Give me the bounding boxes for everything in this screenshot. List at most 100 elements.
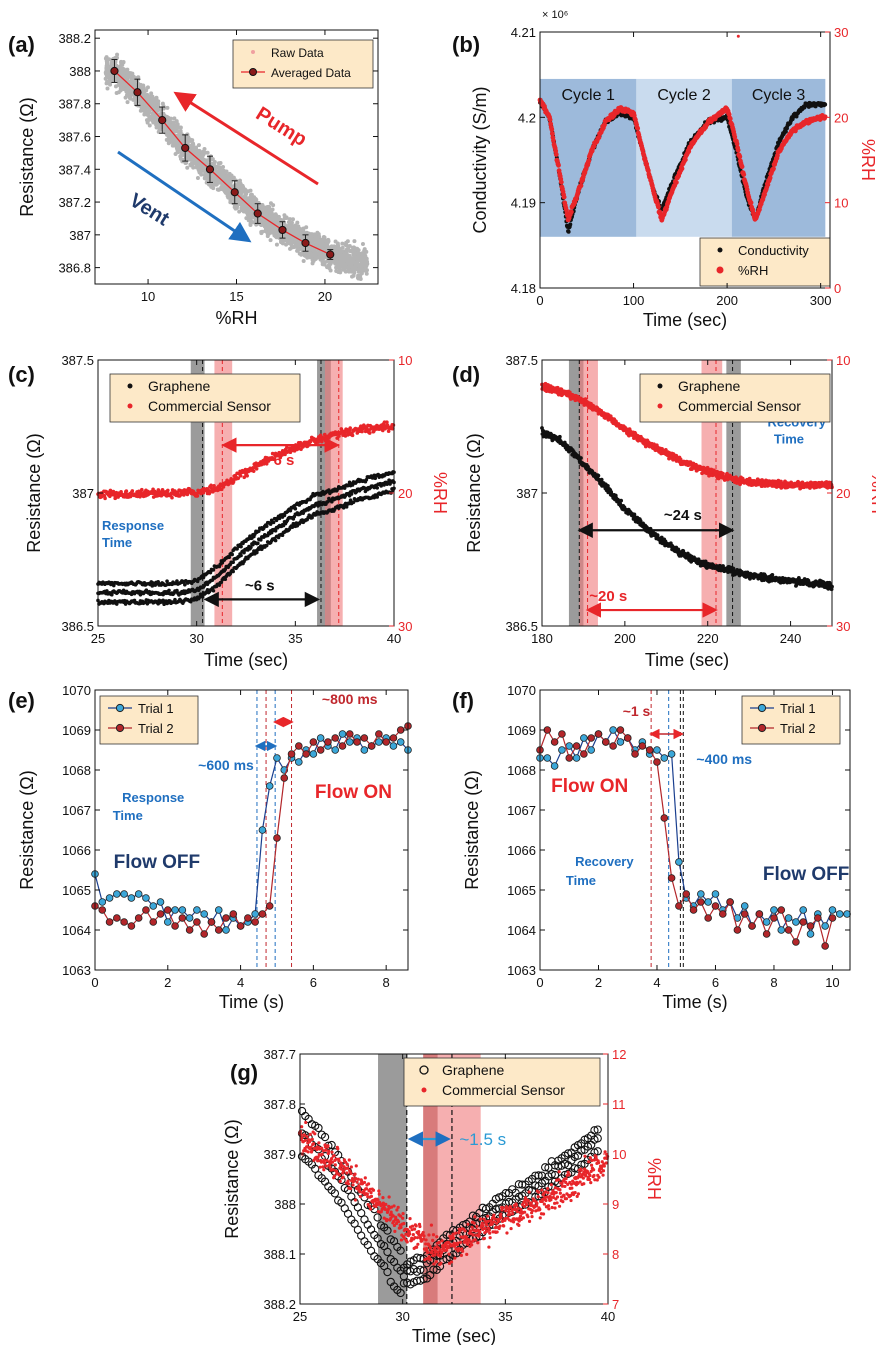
raw-data-point [195, 176, 200, 181]
raw-data-point [203, 150, 208, 155]
y2-tick-label: 0 [834, 281, 841, 296]
graphene-point [256, 541, 260, 546]
legend-label: %RH [738, 263, 768, 278]
raw-data-point [178, 128, 183, 133]
raw-data-point [142, 112, 147, 117]
x-tick-label: 20 [318, 289, 332, 304]
graphene-point [271, 520, 276, 525]
commercial-point [124, 489, 129, 493]
raw-data-point [150, 97, 155, 102]
graphene-point [239, 553, 243, 558]
raw-data-point [265, 204, 270, 209]
graphene-point [375, 486, 380, 490]
x-axis-title: %RH [215, 308, 257, 328]
raw-data-point [309, 232, 314, 237]
raw-data-point [241, 209, 246, 214]
commercial-point [103, 496, 107, 501]
raw-data-point [246, 218, 251, 223]
graphene-point [293, 506, 298, 511]
cycle-label: Cycle 2 [657, 87, 710, 104]
raw-data-point [322, 238, 327, 243]
raw-data-point [239, 186, 244, 191]
y-tick-label: 4.2 [518, 110, 536, 125]
raw-data-point [211, 186, 216, 191]
rh-point [635, 125, 641, 131]
y2-axis-title: %RH [858, 139, 876, 181]
raw-data-point [264, 220, 269, 225]
raw-data-point [357, 256, 362, 261]
raw-data-point [125, 67, 130, 72]
graphene-point [375, 495, 380, 499]
raw-data-point [191, 165, 196, 170]
raw-data-point [320, 259, 325, 264]
raw-data-point [104, 65, 109, 70]
raw-data-point [227, 171, 232, 176]
raw-data-point [328, 268, 333, 273]
rh-point [549, 126, 555, 132]
y-tick-label: 386.8 [58, 261, 91, 276]
raw-data-point [171, 140, 176, 145]
raw-data-point [274, 242, 279, 247]
raw-data-point [216, 187, 221, 192]
raw-data-point [290, 217, 295, 222]
raw-data-point [248, 192, 253, 197]
commercial-point [245, 474, 249, 478]
cycle-label: Cycle 1 [561, 87, 614, 104]
raw-data-point [145, 120, 150, 125]
y-tick-label: 387.8 [58, 97, 91, 112]
raw-data-point [190, 141, 195, 146]
raw-data-point [103, 56, 108, 61]
raw-data-point [186, 135, 191, 140]
y-tick-label: 388.2 [58, 31, 91, 46]
raw-data-point [310, 247, 315, 252]
averaged-point [133, 88, 142, 97]
rh-point [656, 204, 661, 210]
raw-data-point [199, 172, 204, 177]
rh-point [556, 162, 561, 168]
commercial-point [166, 488, 170, 493]
conductivity-point [823, 102, 828, 107]
raw-data-point [118, 78, 123, 83]
raw-data-point [350, 245, 355, 250]
y-tick-label: 387.6 [58, 130, 91, 145]
rh-point [737, 154, 743, 160]
commercial-point [254, 467, 259, 471]
raw-data-point [364, 268, 369, 273]
raw-data-point [263, 209, 268, 214]
raw-data-point [343, 249, 348, 254]
raw-data-point [284, 242, 289, 247]
raw-data-point [309, 240, 314, 245]
raw-data-point [242, 195, 247, 200]
raw-data-point [197, 148, 202, 153]
raw-data-point [338, 270, 343, 275]
rh-outlier [736, 34, 740, 38]
x-tick-label: 15 [229, 289, 243, 304]
x-tick-label: 10 [141, 289, 155, 304]
raw-data-point [362, 252, 367, 257]
raw-data-point [355, 251, 360, 256]
raw-data-point [313, 254, 318, 259]
raw-data-point [356, 276, 361, 281]
legend-swatch [251, 50, 255, 54]
raw-data-point [228, 196, 233, 201]
raw-data-point [130, 92, 135, 97]
raw-data-point [305, 255, 310, 260]
raw-data-point [224, 177, 229, 182]
graphene-point [273, 528, 278, 533]
rh-point [561, 194, 567, 200]
rh-point [739, 164, 745, 170]
raw-data-point [138, 108, 143, 113]
graphene-point [211, 589, 216, 593]
y-tick-label: 387.4 [58, 162, 91, 177]
raw-data-point [347, 264, 352, 269]
raw-data-point [268, 201, 273, 206]
raw-data-point [279, 238, 284, 243]
raw-data-point [318, 251, 323, 256]
raw-data-point [165, 105, 170, 110]
raw-data-point [194, 160, 199, 165]
raw-data-point [248, 188, 253, 193]
rh-point [771, 166, 776, 172]
rh-point [553, 152, 559, 157]
